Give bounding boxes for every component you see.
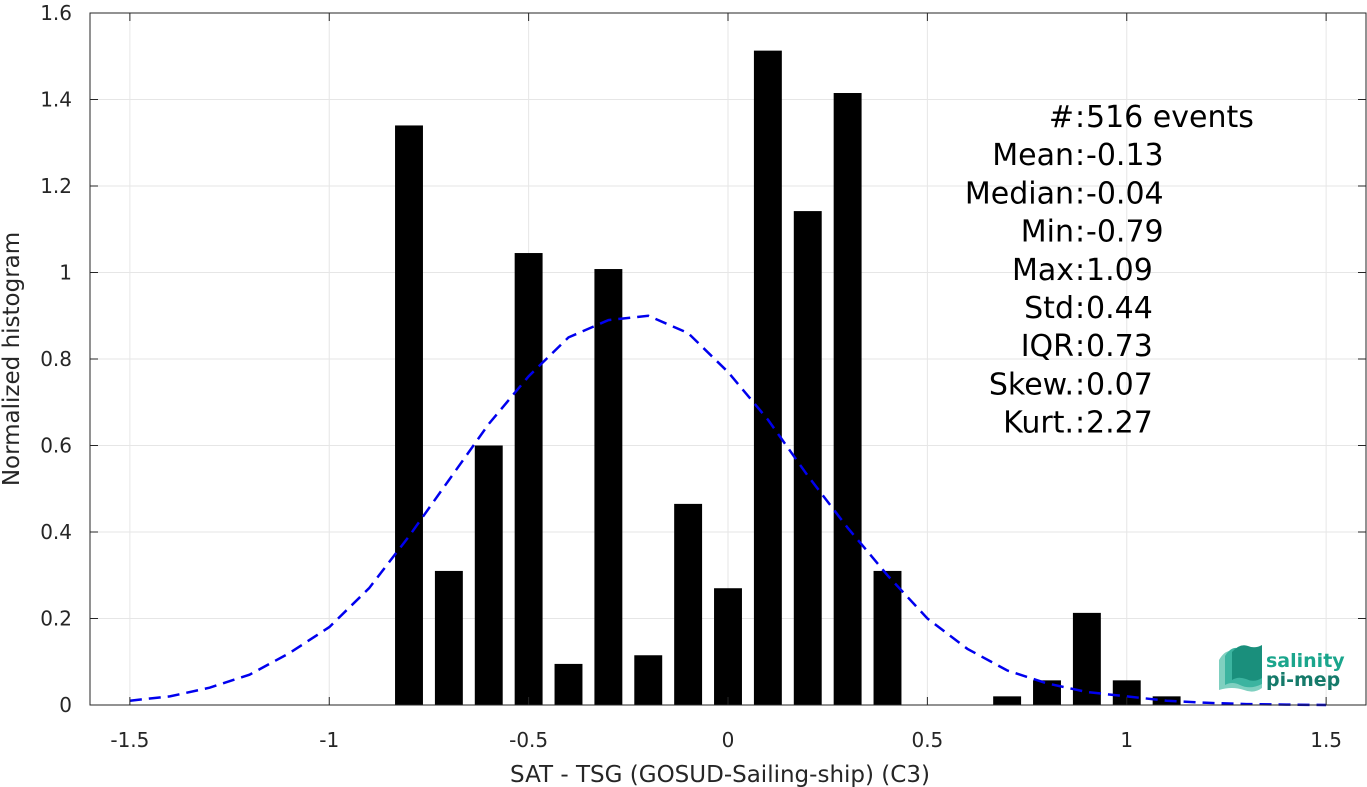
stat-value: 516 events: [1086, 100, 1254, 135]
histogram-bar: [514, 253, 543, 705]
histogram-bar: [873, 570, 902, 705]
stat-colon: :: [1075, 100, 1085, 135]
stat-key: Std: [1024, 291, 1074, 326]
x-tick-label: 0.5: [911, 728, 943, 752]
histogram-bar: [714, 588, 742, 705]
histogram-bars: [395, 50, 1181, 705]
stat-colon: :: [1075, 253, 1085, 288]
stat-value: 0.73: [1086, 329, 1153, 364]
histogram-bar: [474, 445, 503, 705]
stat-key: Kurt.: [1003, 406, 1074, 441]
histogram-bar: [833, 93, 862, 705]
histogram-bar: [674, 503, 703, 705]
x-tick-label: 1: [1120, 728, 1133, 752]
stat-colon: :: [1075, 215, 1085, 250]
y-tick-label: 1: [59, 261, 72, 285]
histogram-bar: [634, 655, 663, 705]
histogram-bar: [395, 125, 423, 705]
x-axis-label: SAT - TSG (GOSUD-Sailing-ship) (C3): [510, 762, 930, 787]
stat-colon: :: [1075, 176, 1085, 211]
histogram-bar: [1033, 680, 1061, 705]
histogram-bar: [554, 663, 583, 705]
stat-value: 0.44: [1086, 291, 1153, 326]
y-tick-label: 0.6: [40, 434, 72, 458]
x-tick-label: 0: [722, 728, 735, 752]
stat-key: Min: [1021, 215, 1074, 250]
histogram-bar: [1072, 612, 1101, 705]
y-tick-label: 0.2: [40, 607, 72, 631]
stat-colon: :: [1075, 291, 1085, 326]
histogram-bar: [594, 269, 623, 705]
y-axis-label: Normalized histogram: [0, 232, 25, 486]
stat-value: 0.07: [1086, 367, 1153, 402]
y-tick-label: 0: [59, 693, 72, 717]
histogram-bar: [753, 50, 782, 705]
logo-text-salinity: salinity: [1266, 650, 1345, 672]
gaussian-fit-curve: [129, 314, 1327, 707]
stat-value: -0.13: [1086, 138, 1164, 173]
histogram-bar: [793, 211, 822, 705]
stat-colon: :: [1075, 329, 1085, 364]
stat-value: 2.27: [1086, 406, 1153, 441]
stat-value: 1.09: [1086, 253, 1153, 288]
histogram-bar: [434, 570, 463, 705]
y-tick-label: 1.6: [40, 1, 72, 25]
salinity-pi-mep-logo: salinity pi-mep: [1219, 645, 1345, 692]
y-tick-label: 1.4: [40, 88, 72, 112]
stat-colon: :: [1075, 406, 1085, 441]
stat-key: Median: [965, 176, 1074, 211]
fit-curve-line: [129, 314, 1327, 707]
stat-key: Max: [1012, 253, 1074, 288]
x-tick-label: -1.5: [110, 728, 149, 752]
y-tick-label: 1.2: [40, 174, 72, 198]
stat-key: #: [1049, 100, 1074, 135]
stat-key: IQR: [1021, 329, 1074, 364]
stat-colon: :: [1075, 138, 1085, 173]
y-axis-ticks: 0 0.2 0.4 0.6 0.8 1 1.2 1.4 1.6: [40, 1, 1366, 717]
stat-value: -0.04: [1086, 176, 1164, 211]
stat-value: -0.79: [1086, 215, 1164, 250]
grid-lines: [90, 12, 1366, 706]
logo-text-pimep: pi-mep: [1266, 669, 1340, 691]
histogram-bar: [993, 696, 1022, 705]
stat-colon: :: [1075, 367, 1085, 402]
logo-waves-icon: [1219, 645, 1262, 692]
x-axis-ticks: -1.5 -1 -0.5 0 0.5 1 1.5: [110, 13, 1342, 752]
y-tick-label: 0.8: [40, 347, 72, 371]
x-tick-label: 1.5: [1310, 728, 1342, 752]
statistics-box: # : 516 events Mean : -0.13 Median : -0.04…: [965, 100, 1254, 441]
x-tick-label: -0.5: [509, 728, 548, 752]
x-tick-label: -1: [319, 728, 339, 752]
y-tick-label: 0.4: [40, 520, 72, 544]
stat-key: Mean: [992, 138, 1074, 173]
stat-key: Skew.: [989, 367, 1074, 402]
